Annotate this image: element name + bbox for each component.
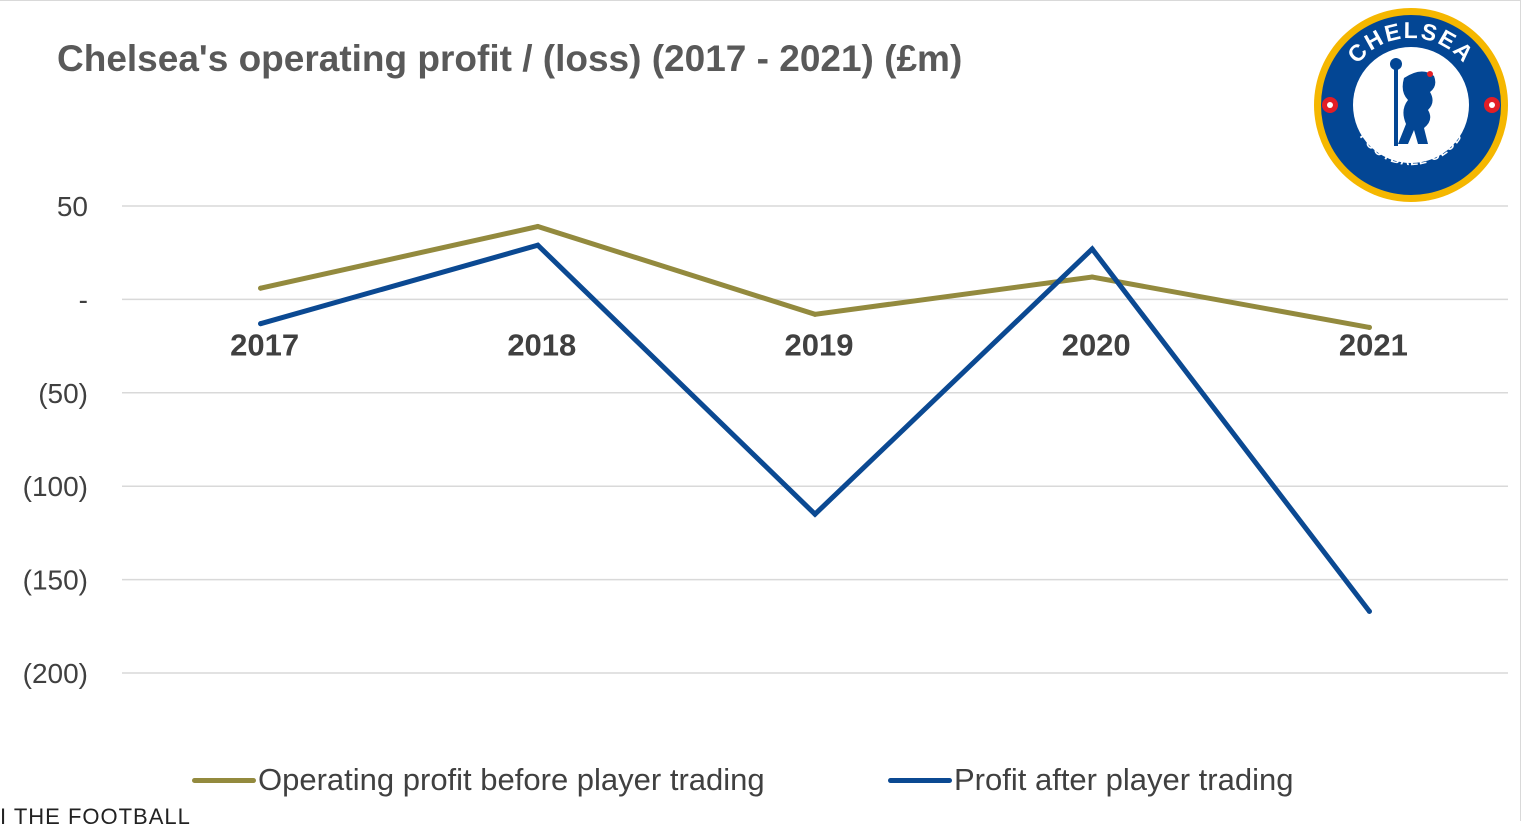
crest-rose-icon-left [1322, 97, 1338, 113]
data-point [1366, 324, 1372, 330]
data-point [812, 311, 818, 317]
legend-item-after-trading: Profit after player trading [888, 758, 1293, 802]
crest-lion-icon [1390, 58, 1436, 146]
data-point [1366, 608, 1372, 614]
gridlines [122, 205, 1508, 674]
x-tick-label: 2020 [1062, 327, 1131, 362]
y-tick-label: 50 [57, 191, 88, 222]
legend-label-operating: Operating profit before player trading [258, 762, 765, 797]
x-tick-label: 2021 [1339, 327, 1408, 362]
line-chart: 50-(50)(100)(150)(200) 2017 2018 2019 2020 2… [23, 191, 1508, 689]
data-point [535, 224, 541, 230]
y-axis-ticks: 50 - (50) (100) (150) (200) [23, 191, 88, 689]
y-tick-label: (50) [38, 378, 88, 409]
x-tick-label: 2017 [230, 327, 299, 362]
crest-rose-icon-right [1484, 97, 1500, 113]
x-axis-ticks: 2017 2018 2019 2020 2021 [230, 327, 1408, 362]
chelsea-crest-logo: CHELSEA FOOTBALL CLUB [1314, 8, 1508, 202]
x-tick-label: 2019 [785, 327, 854, 362]
legend-item-operating: Operating profit before player trading [192, 758, 765, 802]
y-tick-label: (150) [23, 565, 88, 596]
chart-title: Chelsea's operating profit / (loss) (201… [57, 38, 963, 79]
data-point [258, 321, 264, 327]
data-point [535, 242, 541, 248]
y-tick-label: (200) [23, 658, 88, 689]
data-point [812, 511, 818, 517]
legend-swatch-operating [192, 777, 256, 783]
y-tick-label: - [79, 284, 88, 315]
y-tick-label: (100) [23, 471, 88, 502]
legend-label-after-trading: Profit after player trading [954, 762, 1294, 797]
data-point [1089, 274, 1095, 280]
data-point [1089, 246, 1095, 252]
x-tick-label: 2018 [507, 327, 576, 362]
watermark-text: I THE FOOTBALL [0, 804, 191, 829]
data-point [258, 285, 264, 291]
legend: Operating profit before player trading P… [0, 758, 1521, 802]
legend-swatch-after-trading [888, 777, 952, 783]
series-lines [258, 223, 1372, 614]
